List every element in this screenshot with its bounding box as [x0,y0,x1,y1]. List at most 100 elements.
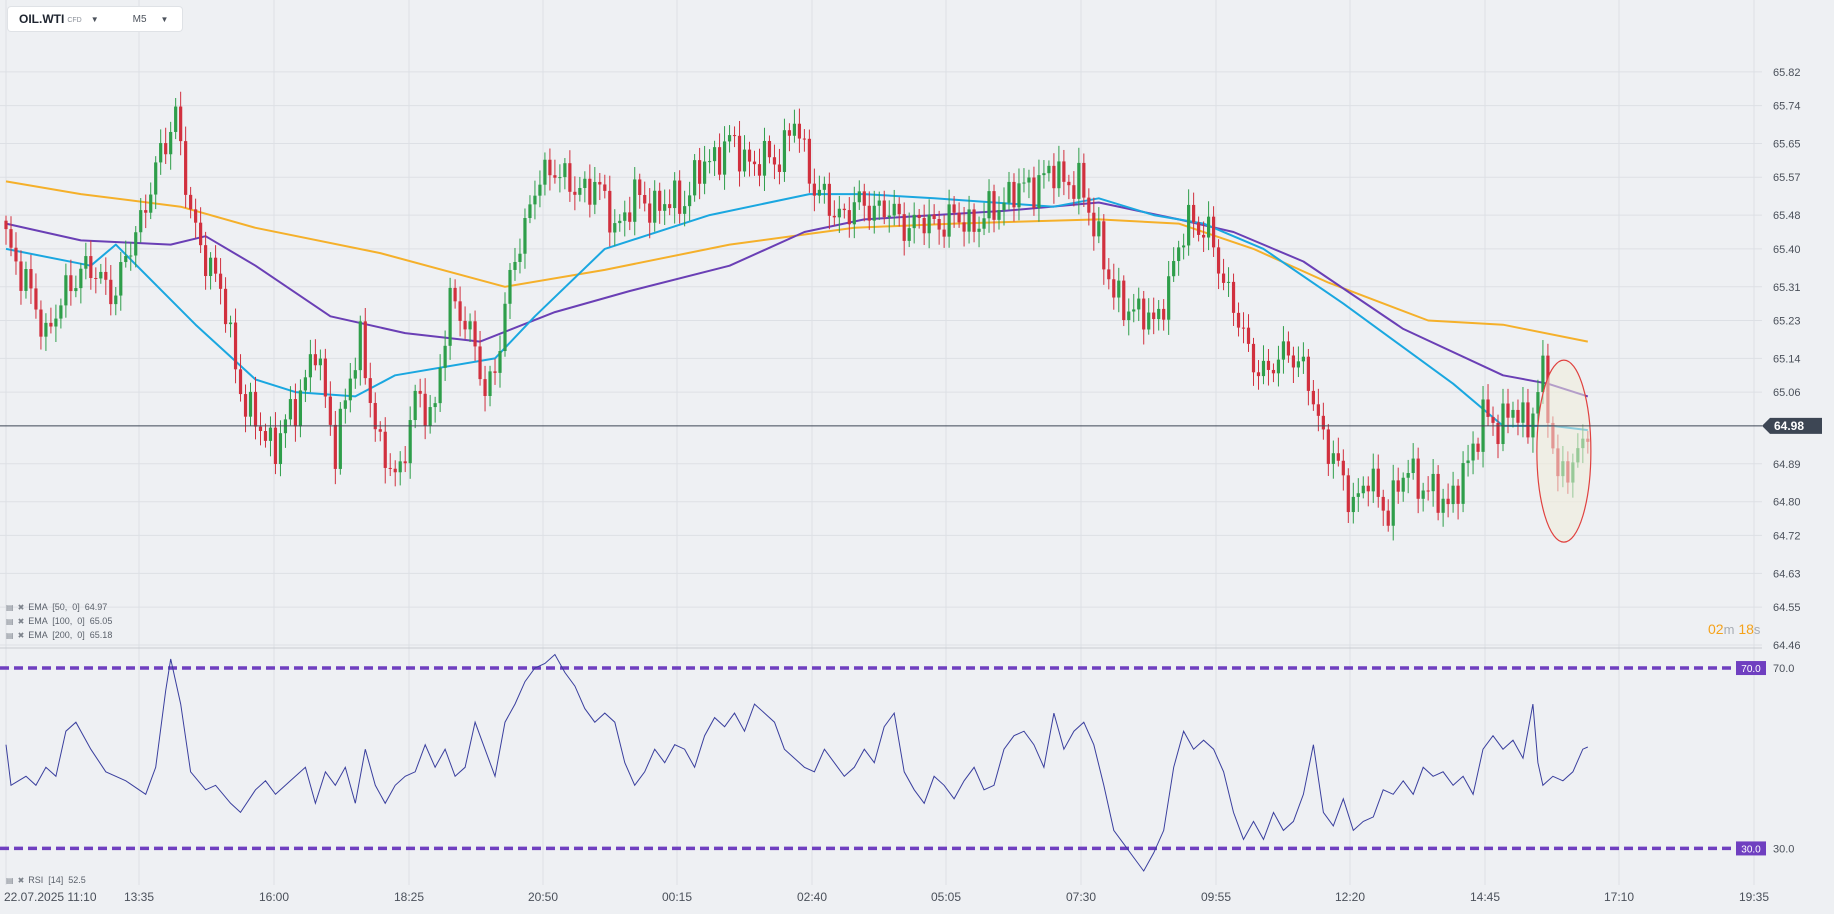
candle-body [1157,308,1161,320]
candle-body [278,433,283,465]
candle-body [109,279,113,305]
candle-body [1336,453,1340,461]
indicator-label: EMA [100, 0] 65.05 [28,616,113,626]
candle-body [318,358,322,366]
candle-body [703,161,707,184]
indicator-legend-ema200[interactable]: ▤ ✖ EMA [200, 0] 65.18 [6,630,112,640]
candle-body [1197,222,1201,235]
candle-body [139,210,143,233]
candle-body [64,275,68,306]
candle-body [338,408,342,469]
settings-icon[interactable]: ▤ [6,875,14,885]
candle-body [1501,403,1505,445]
y-tick-label: 64.80 [1773,497,1801,509]
candle-body [428,407,432,426]
candle-body [867,205,871,221]
candle-body [393,468,397,473]
rsi-level-tag [1736,841,1766,856]
candle-body [588,178,592,205]
symbol-type: CFD [67,16,82,24]
x-tick-label: 02:40 [797,890,827,904]
candle-countdown: 02m 18s [1708,621,1761,637]
close-icon[interactable]: ✖ [17,602,25,612]
candle-body [762,140,767,176]
candle-body [1062,161,1066,182]
candle-body [942,229,946,237]
y-tick-label: 65.48 [1773,210,1801,222]
indicator-legend-ema50[interactable]: ▤ ✖ EMA [50, 0] 64.97 [6,602,107,612]
candle-body [737,135,742,172]
candle-body [693,160,697,196]
candle-body [1266,360,1271,370]
candle-body [473,321,477,347]
candle-body [872,205,876,221]
candle-body [243,394,248,417]
candle-body [523,218,527,254]
candle-body [1486,399,1490,417]
candle-body [882,200,886,218]
y-tick-label: 65.82 [1773,67,1801,79]
candle-body [937,218,941,230]
candle-body [483,379,487,397]
candle-body [613,223,617,233]
settings-icon[interactable]: ▤ [6,602,14,612]
candle-body [204,245,208,277]
x-tick-label: 13:35 [124,890,154,904]
x-tick-label: 22.07.2025 11:10 [4,890,97,904]
candle-body [263,431,268,441]
candle-body [922,218,926,234]
candle-body [742,149,747,172]
candle-body [1361,485,1365,494]
x-tick-label: 19:35 [1739,890,1769,904]
candle-body [1256,372,1261,377]
settings-icon[interactable]: ▤ [6,616,14,626]
candle-body [114,295,118,305]
candle-body [1291,355,1296,368]
candle-body [59,305,63,319]
candle-body [1192,204,1196,223]
candle-body [1366,485,1370,492]
indicator-legend-ema100[interactable]: ▤ ✖ EMA [100, 0] 65.05 [6,616,112,626]
symbol-selector[interactable]: OIL.WTI CFD ▼ [8,12,99,26]
candle-body [857,191,861,203]
candle-body [1182,245,1186,248]
settings-icon[interactable]: ▤ [6,630,14,640]
candle-body [328,396,332,425]
candle-body [1436,473,1440,513]
candle-body [1371,468,1375,492]
candle-body [378,429,382,432]
candle-body [1226,281,1231,283]
close-icon[interactable]: ✖ [17,875,25,885]
candle-body [159,143,163,163]
candle-body [248,391,253,417]
rsi-axis-label: 30.0 [1773,843,1794,855]
candle-body [1072,185,1076,199]
x-tick-label: 18:25 [394,890,424,904]
candle-body [1067,181,1071,186]
candle-body [1331,453,1335,464]
candle-body [418,390,422,394]
price-tag [1762,417,1822,434]
candle-body [1236,312,1241,328]
rsi-level-tag-label: 70.0 [1741,664,1761,675]
candle-body [368,378,372,403]
candle-body [228,322,233,325]
candle-body [223,288,228,325]
candle-body [413,390,417,421]
candle-body [952,204,956,213]
close-icon[interactable]: ✖ [17,616,25,626]
candle-body [1087,197,1091,213]
candle-body [39,309,43,337]
candle-body [433,403,437,408]
rsi-axis-label: 70.0 [1773,663,1794,675]
y-tick-label: 64.46 [1773,640,1801,652]
candle-body [119,262,123,296]
candle-body [912,214,916,229]
close-icon[interactable]: ✖ [17,630,25,640]
candle-body [767,140,772,158]
candle-body [1406,473,1410,478]
timeframe-selector[interactable]: M5 ▼ [133,14,169,25]
indicator-legend-rsi[interactable]: ▤ ✖ RSI [14] 52.5 [6,875,86,885]
candle-body [892,203,896,216]
